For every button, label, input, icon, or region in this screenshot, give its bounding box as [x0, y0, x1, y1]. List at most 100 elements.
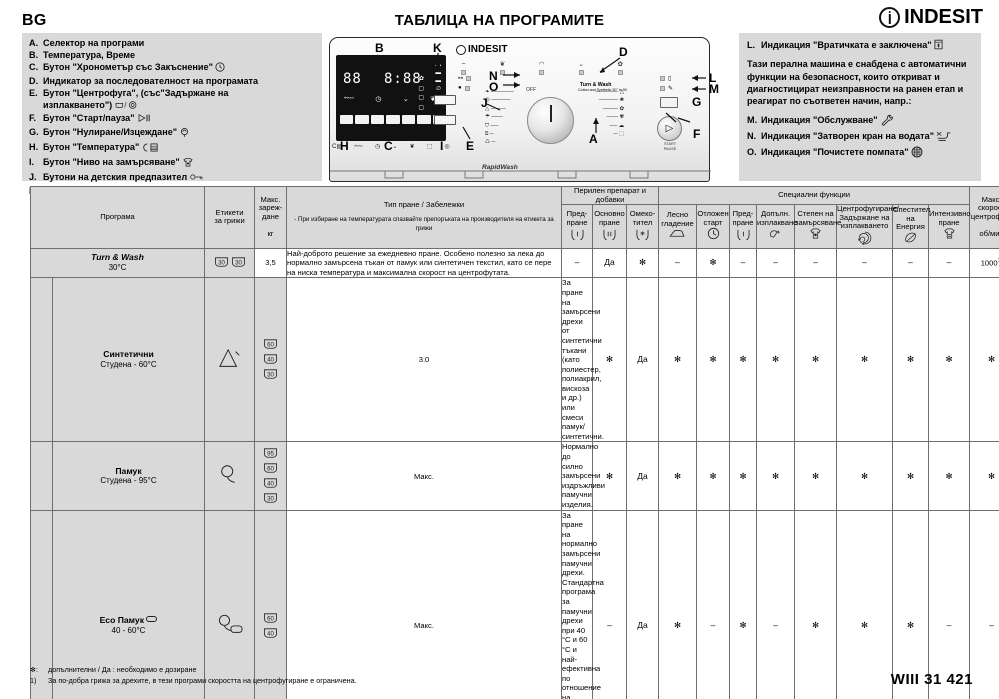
function-mark-cell: –	[969, 509, 999, 699]
reset-drain-button[interactable]	[660, 97, 678, 108]
mark-value: ✻	[673, 620, 682, 631]
legend-key: D.	[29, 75, 39, 86]
header-col-prewash-func: Пред-пране	[729, 204, 757, 249]
legend-key: O.	[747, 147, 757, 158]
notes-cell: За пране на нормално замърсени памучни д…	[561, 509, 604, 699]
dial-item-eco: ♺ ─	[485, 139, 496, 146]
delay-timer-icon	[215, 62, 225, 76]
legend-text: Индикатор за последователност на програм…	[43, 75, 259, 86]
max-load-cell: Макс.	[286, 441, 562, 511]
header-col-soil-level: Степен на замърсяване	[794, 204, 841, 249]
reset-drain-icon	[179, 127, 190, 142]
lcd-level-indicators: ✿ ▢ ▢ ▢	[418, 75, 424, 111]
callout-l: L	[709, 71, 717, 85]
program-temperature: 40 - 60°C	[111, 625, 146, 635]
program-name: Синтетични	[103, 349, 154, 360]
function-mark-cell: ✻	[794, 441, 837, 511]
legend-item-l: L. Индикация "Вратичката е заключена"	[747, 39, 974, 53]
legend-item-m: M. Индикация "Обслужване"	[747, 114, 974, 130]
panel-button-3[interactable]	[370, 115, 385, 124]
child-lock-button-1[interactable]	[434, 95, 456, 105]
function-mark-cell: ✻	[756, 277, 795, 443]
care-label-cell	[204, 441, 255, 511]
knob-off-label: OFF	[526, 87, 536, 93]
legend-item-j: J. Бутони на детския предпазител	[29, 172, 316, 186]
prewash-function-icon	[737, 229, 749, 241]
panel-button-2[interactable]	[355, 115, 369, 124]
legend-key: M.	[747, 114, 758, 125]
soil-level-3-icon: ▢	[418, 104, 424, 111]
legend-item-e-cont: изплакването") /	[29, 100, 316, 114]
brand-name: INDESIT	[904, 6, 983, 28]
panel-button-6[interactable]	[417, 115, 431, 124]
lcd-time-value: 8:88	[384, 71, 422, 87]
wash-temp-symbol-95: 95	[263, 446, 278, 461]
mark-value: ✻	[605, 470, 614, 481]
legend-item-a: A. Селектор на програми	[29, 38, 316, 50]
function-mark-cell: ✻	[836, 441, 893, 511]
header-col-intensive-wash: Интензивно пране	[927, 204, 971, 249]
phase-rinse-icon: ❦	[500, 60, 505, 75]
dial-item-spin: ◎ ─────	[485, 97, 511, 104]
function-mark-cell: –	[927, 509, 971, 699]
function-mark-cell: ✻	[696, 277, 730, 443]
legend-key: C.	[29, 61, 39, 72]
program-name-cell: Eco Памук 40 - 60°C	[52, 509, 205, 699]
synthetics-icon	[218, 348, 240, 367]
program-selector-knob[interactable]	[527, 97, 574, 144]
legend-text-cont: изплакването")	[43, 99, 113, 110]
function-button-row[interactable]	[340, 115, 446, 124]
diagnostic-leds: ⚯ ●	[458, 75, 472, 91]
indesit-mark-icon	[879, 7, 901, 28]
door-locked-icon	[934, 39, 943, 53]
function-mark-cell: –	[658, 247, 697, 279]
panel-button-5[interactable]	[401, 115, 416, 124]
model-number: WIII 31 421	[890, 671, 973, 688]
mark-value: –	[946, 257, 952, 268]
dial-item-synth: △ ────	[485, 105, 506, 112]
soil-level-1-icon: ▢	[418, 85, 424, 92]
start-pause-glyph-icon: ▷	[665, 123, 674, 134]
water-tap-closed-icon	[936, 130, 952, 146]
panel-button-1[interactable]	[340, 115, 354, 124]
svg-text:40: 40	[267, 357, 274, 364]
callout-f: F	[693, 127, 701, 141]
footnote-2-text: За по-добра грижа за дрехите, в тези про…	[48, 676, 357, 685]
header-wash-type-label: Тип пране / Забележки	[383, 200, 465, 210]
callout-h: H	[340, 139, 349, 153]
legend-key: E.	[29, 87, 38, 98]
dial-item-colours: ─── ✾	[606, 114, 624, 121]
header-max-spin: Макс.скоростцентрофугаоб/мин	[969, 186, 999, 249]
mark-value: ✻	[860, 620, 869, 631]
mark-value: –	[773, 620, 778, 631]
mark-value: ✻	[638, 257, 647, 268]
mark-value: ✻	[673, 470, 682, 481]
child-lock-button-2[interactable]	[434, 115, 456, 125]
legend-item-h: H. Бутон "Температура"	[29, 142, 316, 157]
callout-d: D	[619, 45, 628, 59]
footnote-1: ✻: допълнителни / Да : необходимо е дози…	[30, 664, 357, 675]
door-locked-led: ▯	[660, 75, 673, 82]
svg-text:30: 30	[235, 260, 242, 267]
legend-text: Индикация "Вратичката е заключена"	[761, 40, 932, 50]
start-pause-button[interactable]: ▷	[657, 116, 682, 141]
panel-button-4[interactable]	[386, 115, 400, 124]
header-max-load: Макс. зареж-дане кг	[254, 186, 287, 249]
delay-start-icon	[707, 228, 719, 240]
mark-value: ✻	[811, 470, 820, 481]
mark-value: ✻	[673, 354, 682, 365]
max-load-cell: 3,5	[254, 247, 287, 279]
program-name-cell: Памук Студена - 95°C	[52, 441, 205, 511]
spin-rinse-hold-spiral-icon	[856, 231, 871, 247]
table-row: Eco Памук 40 - 60°C 60 40 Макс. За пране на …	[30, 509, 999, 699]
programme-table: Програма Етикети за грижи Макс. зареж-дане…	[30, 185, 999, 699]
child-lock-buttons[interactable]	[434, 95, 464, 135]
callout-k: K	[433, 41, 442, 55]
program-temperature: Студена - 95°C	[100, 476, 157, 486]
max-load-cell: Макс.	[286, 509, 562, 699]
wash-temp-symbol-60: 60	[263, 461, 278, 476]
easy-iron-icon	[669, 230, 685, 237]
function-mark-cell: ✻	[729, 441, 757, 511]
mark-value: –	[773, 257, 778, 268]
legend-item-o: O. Индикация "Почистете помпата"	[747, 146, 974, 161]
